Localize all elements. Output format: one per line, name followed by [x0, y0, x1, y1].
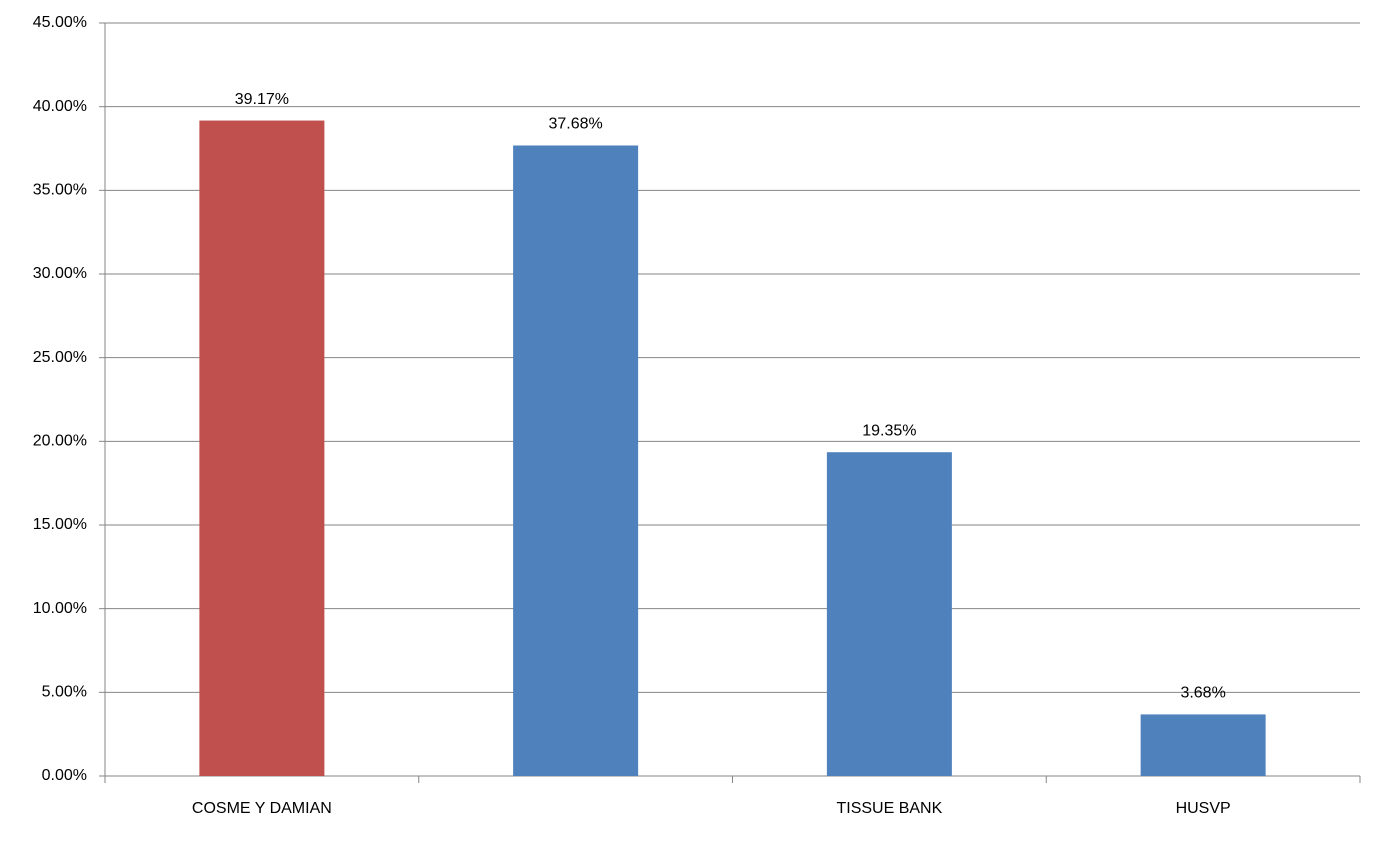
y-tick-label: 25.00% — [33, 349, 87, 366]
y-tick-label: 5.00% — [42, 684, 87, 701]
y-tick-label: 10.00% — [33, 600, 87, 617]
bar — [826, 452, 952, 776]
bar — [1140, 714, 1266, 776]
y-tick-label: 40.00% — [33, 98, 87, 115]
bar — [199, 120, 325, 776]
x-tick-label: TISSUE BANK — [836, 800, 942, 817]
y-tick-label: 45.00% — [33, 14, 87, 31]
value-label: 37.68% — [548, 116, 602, 133]
value-label: 39.17% — [235, 91, 289, 108]
y-tick-label: 15.00% — [33, 516, 87, 533]
bar — [513, 145, 639, 776]
value-label: 19.35% — [862, 422, 916, 439]
x-tick-label: HUSVP — [1176, 800, 1231, 817]
y-tick-label: 20.00% — [33, 433, 87, 450]
value-label: 3.68% — [1180, 685, 1225, 702]
x-tick-label: COSME Y DAMIAN — [192, 800, 332, 817]
y-tick-label: 30.00% — [33, 265, 87, 282]
y-tick-label: 35.00% — [33, 182, 87, 199]
y-tick-label: 0.00% — [42, 767, 87, 784]
